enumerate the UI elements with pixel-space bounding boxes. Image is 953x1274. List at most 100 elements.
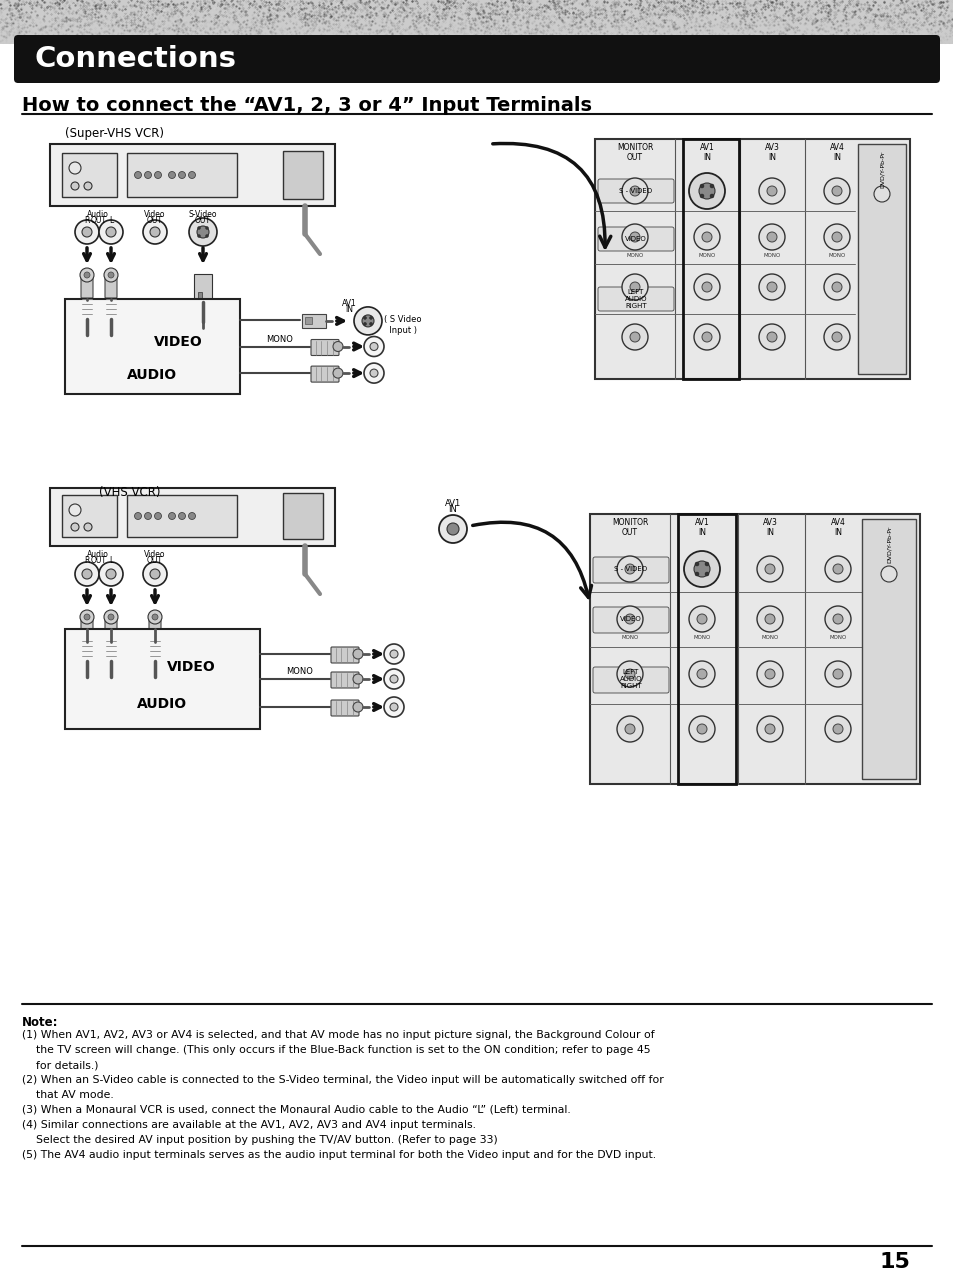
Circle shape	[189, 512, 195, 520]
Bar	[50, 144, 335, 206]
Bar	[62, 496, 117, 538]
Circle shape	[683, 550, 720, 587]
Text: (3) When a Monaural VCR is used, connect the Monaural Audio cable to the Audio “: (3) When a Monaural VCR is used, connect…	[22, 1105, 570, 1115]
Circle shape	[709, 194, 713, 197]
Text: Audio: Audio	[87, 550, 109, 559]
Text: VIDEO: VIDEO	[154, 335, 203, 349]
Circle shape	[353, 674, 363, 684]
Text: MONITOR
OUT: MONITOR OUT	[617, 143, 653, 162]
FancyBboxPatch shape	[598, 227, 673, 251]
Circle shape	[621, 178, 647, 204]
Circle shape	[69, 505, 81, 516]
Circle shape	[701, 333, 711, 341]
Circle shape	[693, 324, 720, 350]
Circle shape	[143, 562, 167, 586]
Bar	[595, 139, 909, 378]
Circle shape	[154, 512, 161, 520]
FancyBboxPatch shape	[598, 180, 673, 203]
Bar	[50, 488, 335, 547]
FancyBboxPatch shape	[14, 34, 939, 83]
Circle shape	[624, 614, 635, 624]
Text: AV3
IN: AV3 IN	[763, 143, 779, 162]
Bar	[65, 629, 260, 729]
Circle shape	[697, 614, 706, 624]
Circle shape	[134, 512, 141, 520]
Circle shape	[189, 218, 216, 246]
Text: AUDIO: AUDIO	[128, 368, 177, 382]
Circle shape	[824, 606, 850, 632]
Text: S - VIDEO: S - VIDEO	[614, 566, 647, 572]
Circle shape	[693, 561, 709, 577]
Circle shape	[364, 363, 384, 383]
Bar	[302, 313, 326, 327]
Circle shape	[704, 562, 708, 566]
Bar	[283, 493, 323, 539]
Circle shape	[617, 606, 642, 632]
FancyBboxPatch shape	[598, 287, 673, 311]
Text: VIDEO: VIDEO	[167, 660, 216, 674]
Circle shape	[390, 703, 397, 711]
Circle shape	[104, 610, 118, 624]
Circle shape	[766, 282, 776, 292]
Circle shape	[697, 724, 706, 734]
Circle shape	[178, 172, 185, 178]
Circle shape	[823, 274, 849, 299]
Circle shape	[384, 697, 403, 717]
Text: LEFT
AUDIO
RIGHT: LEFT AUDIO RIGHT	[619, 669, 641, 689]
Circle shape	[333, 368, 343, 378]
Text: AV3
IN: AV3 IN	[761, 519, 777, 538]
Circle shape	[71, 524, 79, 531]
Circle shape	[197, 234, 200, 237]
Circle shape	[82, 569, 91, 578]
Circle shape	[363, 322, 366, 325]
Text: OUT: OUT	[147, 217, 163, 225]
Circle shape	[196, 225, 209, 238]
Circle shape	[84, 273, 90, 278]
Circle shape	[370, 343, 377, 350]
Circle shape	[69, 162, 81, 175]
Circle shape	[369, 316, 372, 320]
Circle shape	[621, 274, 647, 299]
Circle shape	[823, 324, 849, 350]
FancyBboxPatch shape	[149, 618, 161, 640]
Circle shape	[390, 675, 397, 683]
Circle shape	[831, 186, 841, 196]
Circle shape	[823, 224, 849, 250]
Circle shape	[84, 524, 91, 531]
Text: MONO: MONO	[762, 254, 780, 259]
Text: MONO: MONO	[626, 254, 643, 259]
Circle shape	[695, 562, 699, 566]
Circle shape	[688, 661, 714, 687]
Circle shape	[134, 172, 141, 178]
Circle shape	[759, 324, 784, 350]
Circle shape	[106, 569, 116, 578]
Circle shape	[824, 661, 850, 687]
Bar	[127, 496, 236, 538]
FancyBboxPatch shape	[331, 671, 358, 688]
Text: MONO: MONO	[828, 634, 845, 640]
Circle shape	[831, 232, 841, 242]
FancyBboxPatch shape	[81, 276, 92, 298]
Circle shape	[832, 614, 842, 624]
Circle shape	[82, 227, 91, 237]
Bar	[283, 152, 323, 199]
Text: R: R	[84, 217, 90, 225]
Text: the TV screen will change. (This only occurs if the Blue-Back function is set to: the TV screen will change. (This only oc…	[22, 1045, 650, 1055]
Circle shape	[688, 716, 714, 741]
Circle shape	[700, 194, 703, 197]
Circle shape	[169, 172, 175, 178]
Circle shape	[617, 716, 642, 741]
Text: DVD/Y-Pb-Pr: DVD/Y-Pb-Pr	[885, 526, 890, 563]
Text: MONO: MONO	[286, 668, 314, 676]
Text: VIDEO: VIDEO	[624, 236, 646, 242]
Bar	[0, 0, 953, 45]
Circle shape	[824, 555, 850, 582]
Circle shape	[75, 220, 99, 245]
Circle shape	[766, 232, 776, 242]
Circle shape	[757, 716, 782, 741]
Text: for details.): for details.)	[22, 1060, 98, 1070]
Circle shape	[353, 702, 363, 712]
Circle shape	[704, 572, 708, 576]
Circle shape	[824, 716, 850, 741]
Text: AV1
IN: AV1 IN	[699, 143, 714, 162]
